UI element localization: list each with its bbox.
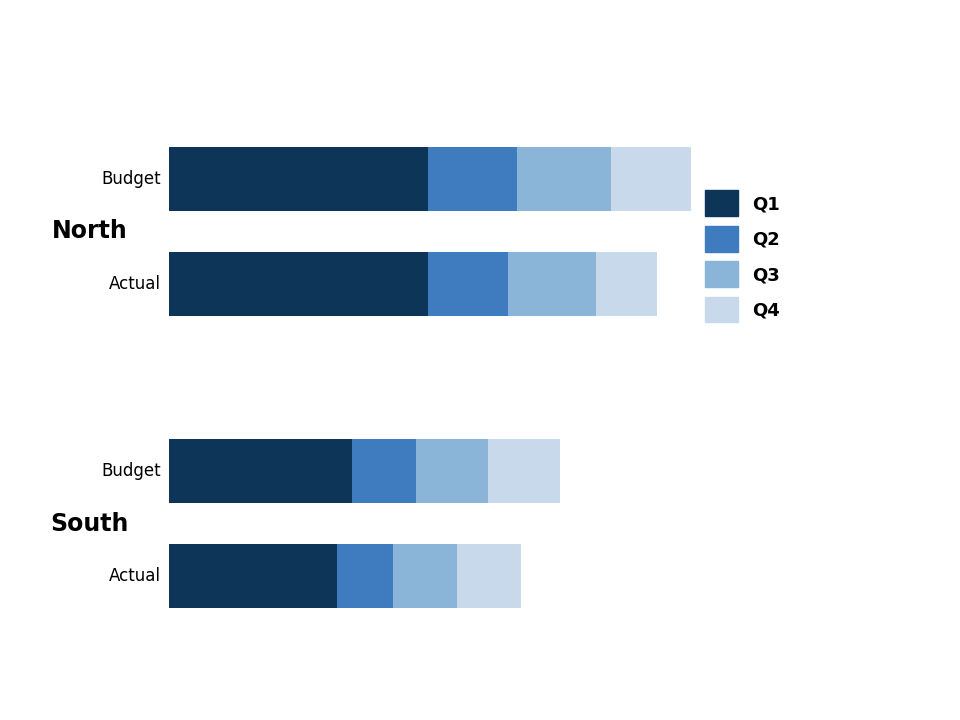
Bar — [169, 252, 428, 316]
Text: South: South — [50, 512, 129, 536]
Bar — [612, 147, 691, 211]
Bar — [457, 544, 521, 608]
Bar — [394, 544, 457, 608]
Bar — [169, 544, 337, 608]
Bar — [169, 439, 352, 503]
Text: Actual: Actual — [109, 567, 161, 585]
Legend: Q1, Q2, Q3, Q4: Q1, Q2, Q3, Q4 — [698, 184, 787, 330]
Bar — [337, 544, 394, 608]
Bar — [428, 147, 516, 211]
Bar — [352, 439, 416, 503]
Text: Budget: Budget — [102, 462, 161, 480]
Text: Budget: Budget — [102, 170, 161, 188]
Bar — [596, 252, 658, 316]
Text: Actual: Actual — [109, 275, 161, 293]
Bar — [169, 147, 428, 211]
Bar — [428, 252, 508, 316]
Bar — [416, 439, 488, 503]
Text: North: North — [52, 220, 128, 243]
Bar — [516, 147, 612, 211]
Bar — [508, 252, 596, 316]
Bar — [488, 439, 560, 503]
